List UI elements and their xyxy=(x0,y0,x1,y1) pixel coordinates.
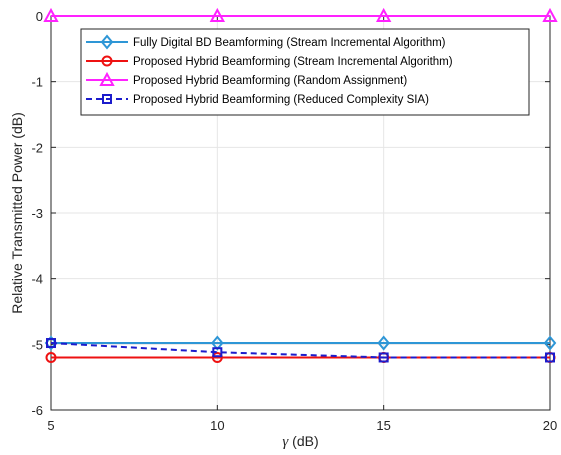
legend-marker xyxy=(101,55,113,67)
legend-item: Fully Digital BD Beamforming (Stream Inc… xyxy=(86,34,446,50)
y-tick-label: -3 xyxy=(31,206,43,221)
y-tick-label: 0 xyxy=(36,9,43,24)
x-tick-label: 5 xyxy=(47,418,54,433)
data-point-marker xyxy=(375,7,392,22)
legend-label: Proposed Hybrid Beamforming (Random Assi… xyxy=(133,75,407,87)
series-group xyxy=(43,7,558,363)
legend-box xyxy=(80,28,530,116)
data-point-marker xyxy=(545,352,555,363)
legend-label: Fully Digital BD Beamforming (Stream Inc… xyxy=(133,37,446,49)
data-point-marker xyxy=(43,7,59,22)
x-axis-label: γ (dB) xyxy=(282,433,318,450)
series-4 xyxy=(46,338,555,363)
series-2 xyxy=(45,351,556,363)
data-point-marker xyxy=(378,352,389,363)
data-point-marker xyxy=(211,351,223,363)
series-3 xyxy=(43,7,558,22)
x-axis-label-unit: (dB) xyxy=(288,433,318,449)
y-tick-label: -2 xyxy=(31,140,43,155)
legend-label: Proposed Hybrid Beamforming (Stream Incr… xyxy=(133,56,453,68)
y-tick-label: -5 xyxy=(31,337,43,352)
legend-item: Proposed Hybrid Beamforming (Reduced Com… xyxy=(86,94,429,106)
x-tick-label: 20 xyxy=(543,418,557,433)
legend-item: Proposed Hybrid Beamforming (Stream Incr… xyxy=(86,55,453,68)
legend-marker xyxy=(102,94,112,104)
x-tick-label: 10 xyxy=(210,418,224,433)
data-point-marker xyxy=(45,351,57,363)
data-point-marker xyxy=(542,7,558,22)
legend: Fully Digital BD Beamforming (Stream Inc… xyxy=(80,28,530,116)
legend-item: Proposed Hybrid Beamforming (Random Assi… xyxy=(86,71,407,87)
series-line xyxy=(50,342,550,359)
data-point-marker xyxy=(209,7,226,22)
legend-marker xyxy=(99,71,115,86)
data-point-marker xyxy=(543,335,557,351)
y-tick-label: -6 xyxy=(31,403,43,418)
data-point-marker xyxy=(46,338,56,349)
legend-label: Proposed Hybrid Beamforming (Reduced Com… xyxy=(133,94,429,106)
x-axis-label-symbol: γ xyxy=(282,434,289,450)
y-tick-label: -4 xyxy=(31,272,43,287)
data-point-marker xyxy=(377,335,390,351)
x-tick-label: 15 xyxy=(376,418,390,433)
data-point-marker xyxy=(212,347,223,358)
tick-labels: 5 10 15 20 0 -1 -2 -3 -4 -5 -6 xyxy=(31,9,557,433)
y-tick-label: -1 xyxy=(31,75,43,90)
y-axis-label: Relative Transmitted Power (dB) xyxy=(9,112,25,314)
legend-marker xyxy=(100,34,114,50)
